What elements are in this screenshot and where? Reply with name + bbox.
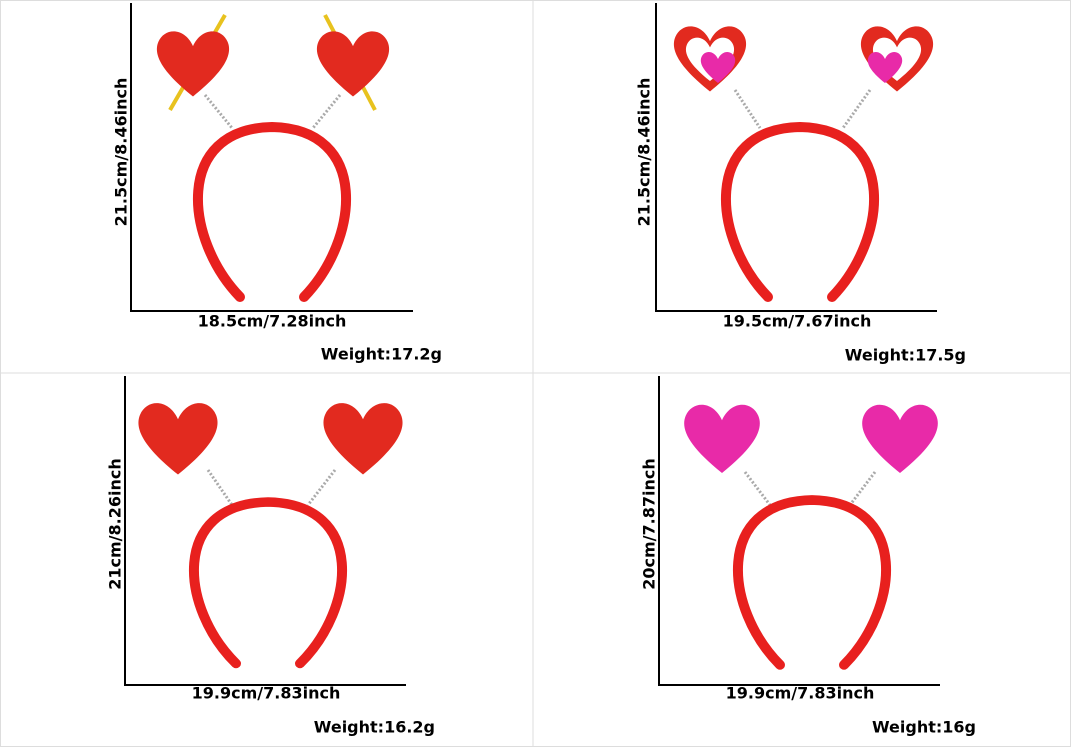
height-label: 21.5cm/8.46inch (112, 78, 131, 227)
headband (738, 500, 886, 665)
weight-label: Weight:16g (872, 718, 976, 737)
width-label: 18.5cm/7.28inch (198, 312, 347, 331)
spring (206, 469, 337, 506)
width-label: 19.5cm/7.67inch (723, 312, 872, 331)
panel: 21.5cm/8.46inch 19.5cm/7.67inch Weight:1… (635, 3, 966, 365)
weight-label: Weight:16.2g (314, 718, 435, 737)
panel: 21.5cm/8.46inch 18.5cm/7.28inch Weight:1… (112, 3, 442, 364)
dimension-lines (655, 3, 937, 312)
height-label: 20cm/7.87inch (640, 458, 659, 590)
width-label: 19.9cm/7.83inch (192, 684, 341, 703)
spring (743, 471, 877, 506)
width-label: 19.9cm/7.83inch (726, 684, 875, 703)
weight-label: Weight:17.5g (845, 346, 966, 365)
heart (323, 403, 403, 475)
heart (138, 403, 218, 475)
panel: 21cm/8.26inch 19.9cm/7.83inch Weight:16.… (106, 376, 435, 737)
height-label: 21.5cm/8.46inch (635, 78, 654, 227)
headband (726, 127, 874, 297)
heart (316, 31, 390, 97)
heart (684, 404, 760, 473)
dimension-lines (124, 376, 406, 686)
dimension-lines (130, 3, 413, 312)
heart (156, 31, 230, 97)
headband (198, 127, 346, 297)
headband (194, 502, 342, 664)
spring (733, 89, 872, 129)
dimension-lines (658, 376, 940, 686)
panel: 20cm/7.87inch 19.9cm/7.83inch Weight:16g (640, 376, 976, 737)
height-label: 21cm/8.26inch (106, 458, 125, 590)
heart (862, 404, 938, 473)
weight-label: Weight:17.2g (321, 345, 442, 364)
spring (203, 94, 342, 129)
